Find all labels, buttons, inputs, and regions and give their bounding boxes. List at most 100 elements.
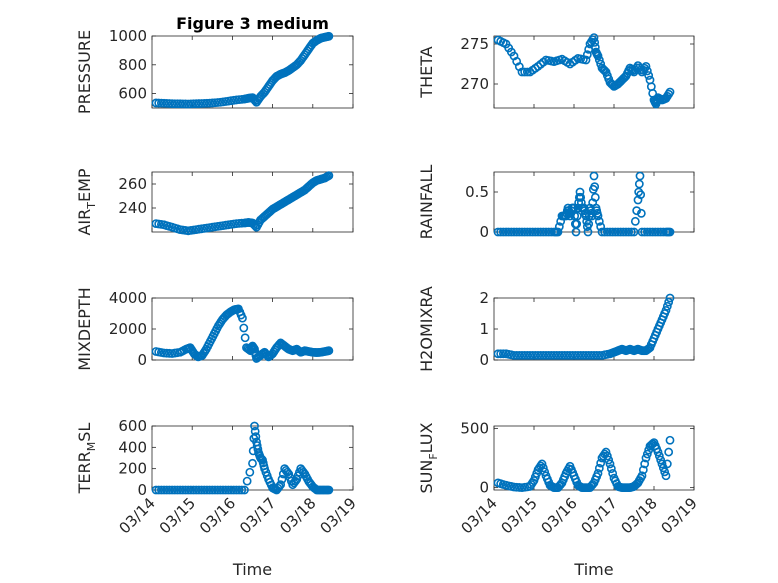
data-point	[593, 469, 603, 478]
data-point	[239, 323, 249, 333]
data-point	[191, 99, 201, 109]
data-point	[661, 471, 671, 481]
series-points	[151, 31, 334, 109]
y-tick-label: 1	[479, 320, 489, 338]
data-point	[223, 485, 233, 495]
x-tick-label: 03/17	[578, 494, 621, 537]
y-axis-label: H2OMIXRA	[417, 286, 436, 372]
data-point	[608, 469, 618, 478]
y-tick-label: 0	[137, 351, 147, 369]
data-point	[238, 313, 247, 323]
data-point	[594, 216, 604, 226]
data-point	[661, 305, 671, 315]
data-point	[210, 485, 220, 495]
subplot-4: 0 0.5 RAINFALL	[417, 165, 695, 241]
data-point	[583, 227, 593, 237]
data-point	[218, 485, 228, 495]
data-point	[234, 485, 244, 495]
data-point	[522, 67, 532, 77]
data-point	[598, 64, 608, 74]
data-point	[248, 458, 257, 468]
data-point	[213, 485, 223, 495]
y-tick-label: 4000	[109, 289, 147, 307]
data-point	[194, 485, 204, 495]
y-axis-label: THETA	[417, 46, 436, 98]
data-point	[662, 459, 672, 469]
y-axis-label: RAINFALL	[417, 165, 436, 240]
data-point	[170, 99, 180, 109]
y-axis-label: AIRTEMP	[75, 168, 98, 235]
y-tick-label: 240	[118, 199, 147, 217]
data-point	[154, 485, 164, 495]
data-point	[167, 99, 177, 109]
data-point	[584, 219, 594, 229]
y-tick-label: 400	[118, 438, 147, 456]
y-tick-label: 0	[479, 479, 489, 497]
data-point	[656, 455, 666, 465]
data-point	[571, 227, 581, 237]
x-axis-label: Time	[573, 560, 613, 579]
subplot-6: 0 1 2 H2OMIXRA	[417, 286, 695, 372]
x-tick-label: 03/19	[658, 494, 701, 537]
data-point	[624, 227, 634, 237]
data-point	[178, 99, 188, 109]
data-point	[581, 55, 591, 65]
data-point	[572, 219, 582, 229]
data-point	[665, 87, 675, 97]
data-point	[594, 55, 604, 65]
chart-title: Figure 3 medium	[176, 14, 329, 33]
data-point	[159, 485, 169, 495]
data-point	[181, 485, 190, 495]
data-point	[638, 465, 648, 475]
y-tick-label: 600	[118, 417, 147, 435]
data-point	[582, 50, 592, 60]
data-point	[183, 99, 193, 109]
data-point	[183, 485, 193, 495]
data-point	[202, 485, 212, 495]
series-points	[151, 171, 334, 236]
y-tick-label: 2000	[109, 320, 147, 338]
data-point	[636, 190, 646, 200]
series-points	[493, 435, 675, 493]
data-point	[170, 485, 180, 495]
series-points	[493, 33, 675, 109]
y-tick-label: 2	[479, 289, 489, 307]
data-point	[653, 447, 663, 457]
x-tick-label: 03/14	[458, 494, 501, 537]
data-point	[324, 485, 334, 495]
data-point	[156, 485, 166, 495]
data-point	[194, 99, 204, 108]
y-tick-label: 275	[460, 35, 489, 53]
data-point	[509, 227, 519, 237]
data-point	[151, 485, 161, 495]
data-point	[630, 216, 640, 226]
data-point	[197, 485, 206, 495]
x-tick-label: 03/15	[498, 494, 541, 537]
x-tick-label: 03/18	[276, 494, 319, 537]
y-tick-label: 0	[479, 351, 489, 369]
data-point	[604, 455, 614, 465]
y-axis-label: PRESSURE	[75, 30, 94, 114]
data-point	[642, 449, 652, 459]
data-point	[601, 447, 611, 457]
data-point	[537, 459, 547, 469]
data-point	[606, 464, 616, 474]
data-point	[173, 99, 182, 109]
data-point	[642, 66, 652, 76]
data-point	[498, 349, 508, 359]
data-point	[626, 64, 636, 74]
data-point	[592, 350, 602, 360]
data-point	[593, 211, 603, 221]
x-axis-label: Time	[232, 560, 272, 579]
data-point	[324, 346, 334, 356]
data-point	[641, 62, 651, 71]
data-point	[520, 67, 530, 77]
data-point	[665, 435, 675, 445]
data-point	[509, 350, 519, 360]
x-tick-label: 03/15	[156, 494, 199, 537]
subplot-3: 240 260 AIRTEMP	[75, 168, 354, 236]
data-point	[576, 192, 586, 202]
data-point	[602, 451, 612, 461]
data-point	[240, 333, 250, 343]
